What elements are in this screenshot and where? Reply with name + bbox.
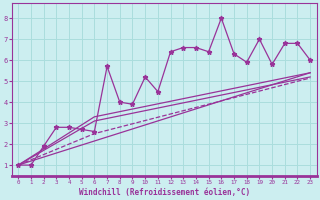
X-axis label: Windchill (Refroidissement éolien,°C): Windchill (Refroidissement éolien,°C) — [79, 188, 250, 197]
